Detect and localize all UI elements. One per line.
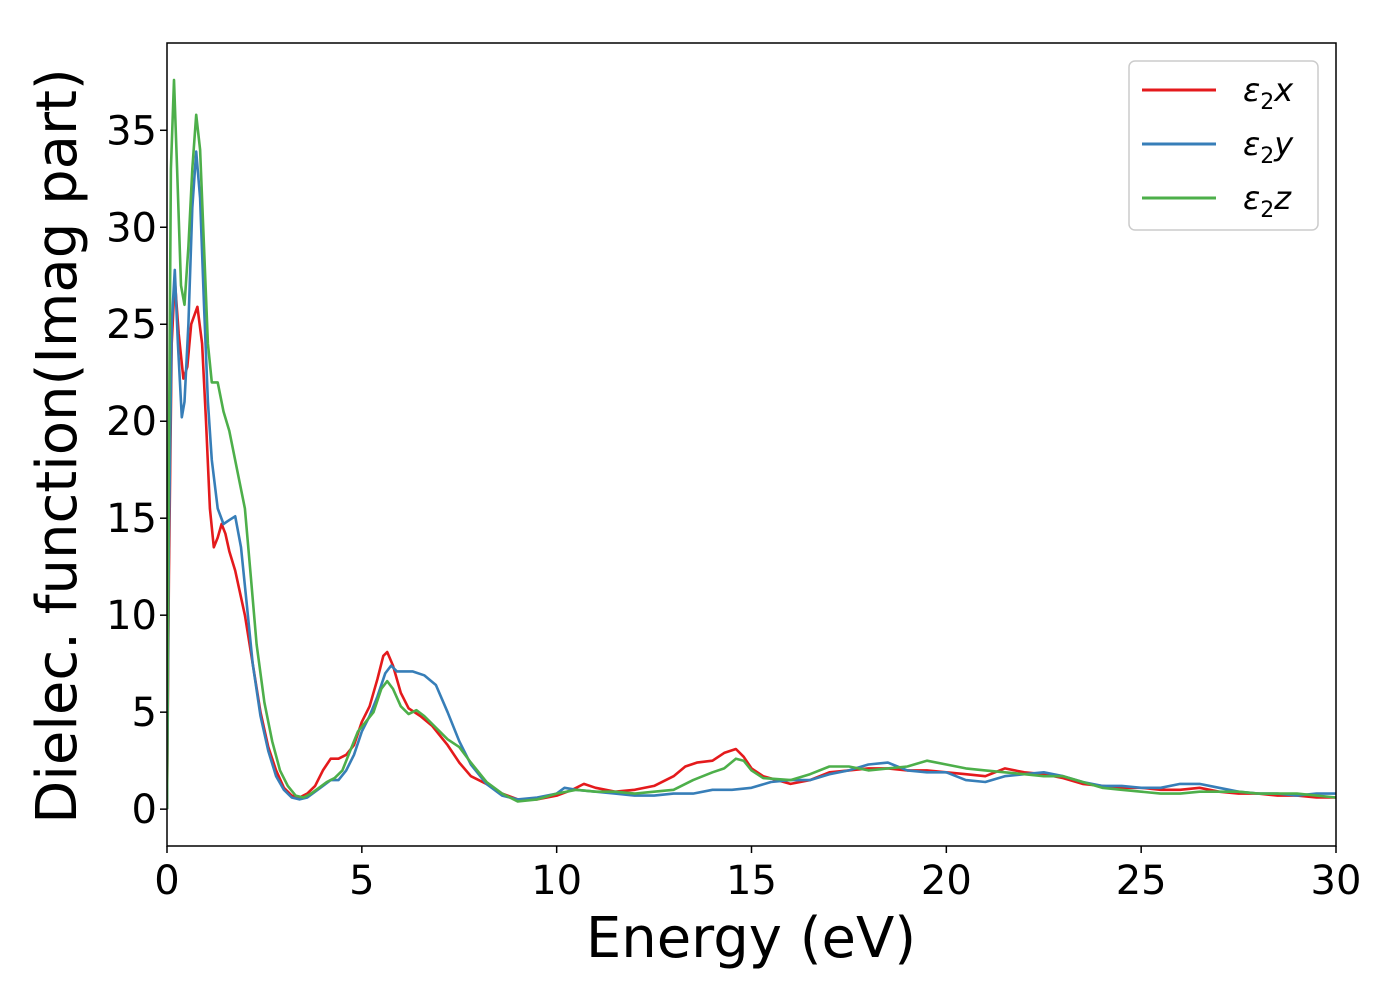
y-tick-label: 35 bbox=[106, 108, 157, 154]
x-tick-label: 5 bbox=[349, 858, 374, 904]
x-tick-label: 15 bbox=[726, 858, 777, 904]
legend-label-y: ε2y bbox=[1243, 125, 1294, 169]
plot-lines bbox=[167, 78, 1336, 810]
x-tick-label: 10 bbox=[531, 858, 582, 904]
series-line-z bbox=[167, 78, 1336, 810]
y-tick-label: 30 bbox=[106, 205, 157, 251]
y-tick-label: 5 bbox=[132, 690, 157, 736]
y-tick-label: 0 bbox=[132, 787, 157, 833]
y-axis-title: Dielec. function(Imag part) bbox=[25, 68, 90, 824]
y-tick-label: 10 bbox=[106, 593, 157, 639]
legend-label-z: ε2z bbox=[1243, 179, 1292, 223]
x-tick-label: 20 bbox=[921, 858, 972, 904]
x-axis-title: Energy (eV) bbox=[586, 906, 916, 971]
y-axis-ticks: 0 5 10 15 20 25 30 35 bbox=[106, 108, 167, 833]
x-tick-label: 25 bbox=[1116, 858, 1167, 904]
legend: ε2x ε2y ε2z bbox=[1128, 60, 1319, 231]
y-tick-label: 25 bbox=[106, 302, 157, 348]
y-tick-label: 15 bbox=[106, 496, 157, 542]
x-tick-label: 30 bbox=[1311, 858, 1362, 904]
legend-box bbox=[1128, 60, 1319, 231]
series-line-x bbox=[167, 278, 1336, 810]
x-axis-ticks: 0 5 10 15 20 25 30 bbox=[154, 846, 1361, 904]
series-line-y bbox=[167, 150, 1336, 810]
y-tick-label: 20 bbox=[106, 399, 157, 445]
legend-label-x: ε2x bbox=[1243, 71, 1294, 115]
x-tick-label: 0 bbox=[154, 858, 179, 904]
